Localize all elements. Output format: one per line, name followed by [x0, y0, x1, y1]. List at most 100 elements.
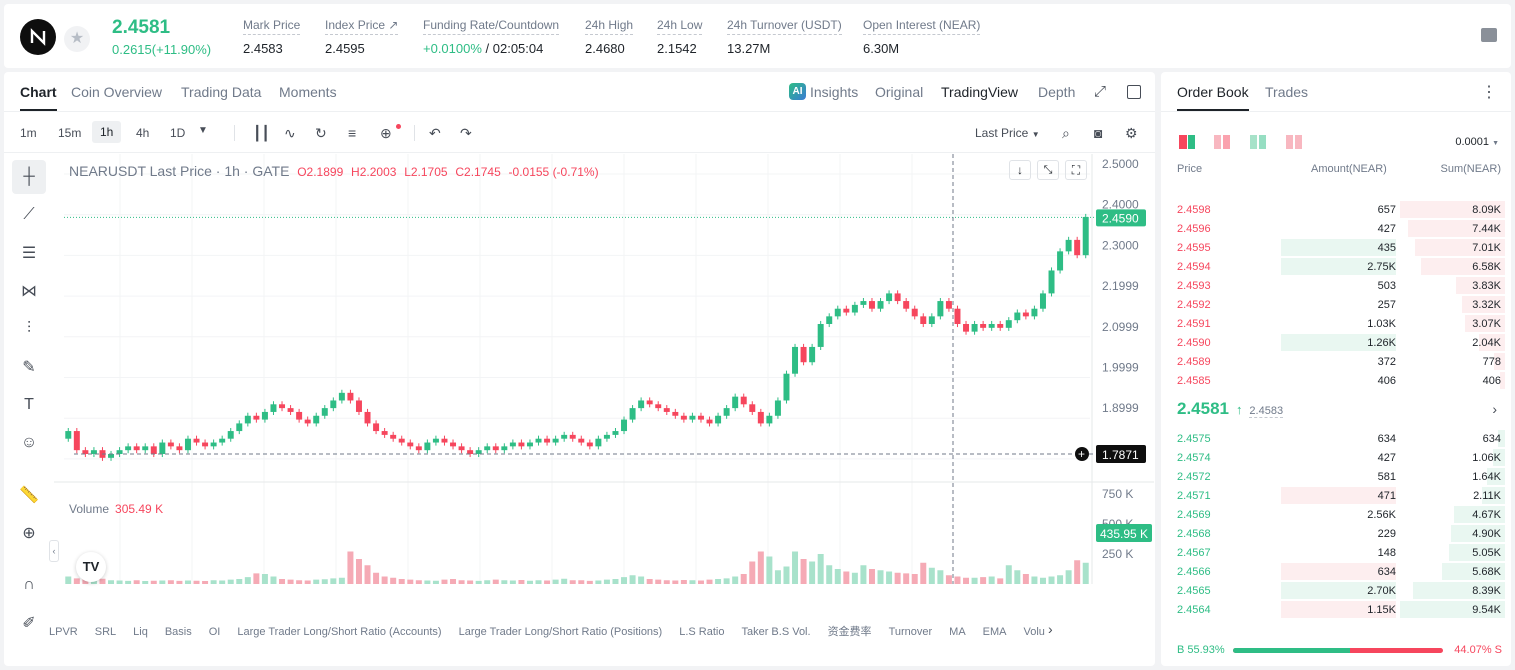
bid-row[interactable]: 2.4575 634 634	[1161, 429, 1511, 448]
indicator-item[interactable]: LPVR	[49, 626, 78, 638]
mid-price-row[interactable]: 2.4581 ↑ 2.4583	[1177, 399, 1284, 419]
indicator-item[interactable]: Basis	[164, 626, 192, 638]
ask-row[interactable]: 2.4585 406 406	[1161, 371, 1511, 390]
trendline-icon[interactable]: ⟋	[23, 206, 35, 223]
timeframe-1d[interactable]: 1D	[170, 126, 186, 140]
tab-trading-data[interactable]: Trading Data	[181, 84, 262, 100]
candle-body	[133, 446, 140, 451]
indicator-more-icon[interactable]: ›	[1048, 621, 1053, 637]
collapse-left-icon[interactable]: ‹	[49, 540, 59, 562]
bid-row[interactable]: 2.4565 2.70K 8.39K	[1161, 581, 1511, 600]
indicator-item[interactable]: Taker B.S Vol.	[741, 626, 811, 638]
lock-pencil-icon[interactable]: ✐	[22, 615, 36, 632]
bid-row[interactable]: 2.4568 229 4.90K	[1161, 524, 1511, 543]
tab-insights[interactable]: Insights	[810, 84, 859, 100]
tab-order-book[interactable]: Order Book	[1177, 84, 1249, 111]
ruler-icon[interactable]: 📏	[19, 487, 39, 504]
replay-icon[interactable]: ↻	[315, 125, 327, 141]
tab-moments[interactable]: Moments	[279, 84, 337, 100]
templates-icon[interactable]: ≡	[348, 125, 357, 141]
indicator-item[interactable]: Large Trader Long/Short Ratio (Accounts)	[237, 626, 442, 638]
timeframe-4h[interactable]: 4h	[136, 126, 150, 140]
magnet-icon[interactable]: ∩	[23, 576, 35, 593]
timeframe-15m[interactable]: 15m	[58, 126, 82, 140]
price-chart[interactable]: 2.5000 2.4000 2.3000 2.1999 2.0999 1.9999 1.89…	[54, 154, 1154, 584]
stat-funding-rate[interactable]: Funding Rate/Countdown +0.0100% / 02:05:…	[423, 18, 560, 56]
tab-depth[interactable]: Depth	[1038, 84, 1076, 100]
ask-row[interactable]: 2.4589 372 778	[1161, 352, 1511, 371]
indicator-item[interactable]: SRL	[94, 626, 117, 638]
ai-insights-icon[interactable]: AI	[789, 83, 806, 100]
indicator-item[interactable]: L.S Ratio	[679, 626, 725, 638]
chevron-right-icon[interactable]: ›	[1492, 401, 1497, 417]
tab-trades[interactable]: Trades	[1265, 84, 1309, 100]
timeframe-1m[interactable]: 1m	[20, 126, 37, 140]
view-both-icon[interactable]	[1179, 135, 1195, 149]
ask-row[interactable]: 2.4596 427 7.44K	[1161, 219, 1511, 238]
crosshair-icon[interactable]: ┼	[12, 160, 46, 194]
indicators-icon[interactable]: ∿	[284, 125, 296, 141]
indicator-item[interactable]: Liq	[133, 626, 148, 638]
collapse-icon[interactable]: ⤡	[1037, 160, 1059, 180]
zoom-in-icon[interactable]: ⊕	[22, 525, 36, 542]
expand-icon[interactable]: ⤢	[1094, 83, 1107, 100]
book-icon[interactable]	[1481, 28, 1497, 42]
candle-body	[373, 423, 380, 432]
candle-body	[911, 308, 918, 317]
ask-row[interactable]: 2.4594 2.75K 6.58K	[1161, 257, 1511, 276]
view-asks-icon[interactable]	[1250, 135, 1266, 149]
text-icon[interactable]: T	[24, 396, 34, 413]
settings-gear-icon[interactable]: ⚙	[1125, 125, 1138, 141]
add-alert-icon[interactable]: ⊕	[380, 125, 392, 141]
fib-icon[interactable]: ⫶	[26, 320, 31, 337]
window-icon[interactable]	[1127, 85, 1141, 99]
pattern-icon[interactable]: ⋈	[21, 283, 37, 300]
horizontal-lines-icon[interactable]: ☰	[21, 245, 37, 262]
indicator-item[interactable]: MA	[949, 626, 966, 638]
ask-row[interactable]: 2.4590 1.26K 2.04K	[1161, 333, 1511, 352]
brush-icon[interactable]: ✎	[22, 359, 36, 376]
stat-open-interest[interactable]: Open Interest (NEAR) 6.30M	[863, 18, 981, 56]
ask-row[interactable]: 2.4595 435 7.01K	[1161, 238, 1511, 257]
bid-row[interactable]: 2.4564 1.15K 9.54K	[1161, 600, 1511, 619]
view-bids-icon[interactable]	[1214, 135, 1230, 149]
indicator-item[interactable]: OI	[208, 626, 221, 638]
stat-mark-price[interactable]: Mark Price 2.4583	[243, 18, 301, 56]
bid-row[interactable]: 2.4567 148 5.05K	[1161, 543, 1511, 562]
price-type-select[interactable]: Last Price ▼	[975, 126, 1040, 140]
camera-icon[interactable]: ◙	[1094, 125, 1103, 141]
indicator-item[interactable]: 资金费率	[827, 626, 872, 638]
timeframe-dropdown-icon[interactable]: ▼	[198, 125, 208, 136]
bid-row[interactable]: 2.4574 427 1.06K	[1161, 448, 1511, 467]
more-menu-icon[interactable]: ⋮	[1481, 84, 1497, 101]
indicator-item[interactable]: Large Trader Long/Short Ratio (Positions…	[458, 626, 663, 638]
bid-row[interactable]: 2.4569 2.56K 4.67K	[1161, 505, 1511, 524]
timeframe-1h[interactable]: 1h	[92, 121, 122, 143]
indicator-item[interactable]: Volu	[1023, 626, 1045, 638]
tab-coin-overview[interactable]: Coin Overview	[71, 84, 163, 100]
ask-row[interactable]: 2.4593 503 3.83K	[1161, 276, 1511, 295]
emoji-icon[interactable]: ☺	[20, 434, 38, 451]
search-icon[interactable]: ⌕	[1062, 125, 1070, 141]
bid-row[interactable]: 2.4571 471 2.11K	[1161, 486, 1511, 505]
favorite-star-icon[interactable]: ★	[64, 26, 90, 52]
ask-row[interactable]: 2.4598 657 8.09K	[1161, 200, 1511, 219]
stat-index-price[interactable]: Index Price ↗ 2.4595	[325, 18, 399, 56]
bid-row[interactable]: 2.4566 634 5.68K	[1161, 562, 1511, 581]
tab-original[interactable]: Original	[875, 84, 924, 100]
ask-row[interactable]: 2.4591 1.03K 3.07K	[1161, 314, 1511, 333]
redo-icon[interactable]: ↷	[460, 125, 472, 141]
ask-row[interactable]: 2.4592 257 3.32K	[1161, 295, 1511, 314]
bid-row[interactable]: 2.4572 581 1.64K	[1161, 467, 1511, 486]
precision-select[interactable]: 0.0001 ▼	[1455, 136, 1499, 148]
candle-type-icon[interactable]: ┃┃	[253, 125, 270, 141]
fullscreen-icon[interactable]: ⛶	[1065, 160, 1087, 180]
scroll-down-icon[interactable]: ↓	[1009, 160, 1031, 180]
tradingview-logo-icon[interactable]: TV	[76, 552, 106, 582]
tab-tradingview[interactable]: TradingView	[941, 84, 1019, 100]
indicator-item[interactable]: Turnover	[888, 626, 933, 638]
view-compact-icon[interactable]	[1286, 135, 1302, 149]
indicator-item[interactable]: EMA	[982, 626, 1007, 638]
tab-chart[interactable]: Chart	[20, 84, 57, 111]
undo-icon[interactable]: ↶	[429, 125, 441, 141]
